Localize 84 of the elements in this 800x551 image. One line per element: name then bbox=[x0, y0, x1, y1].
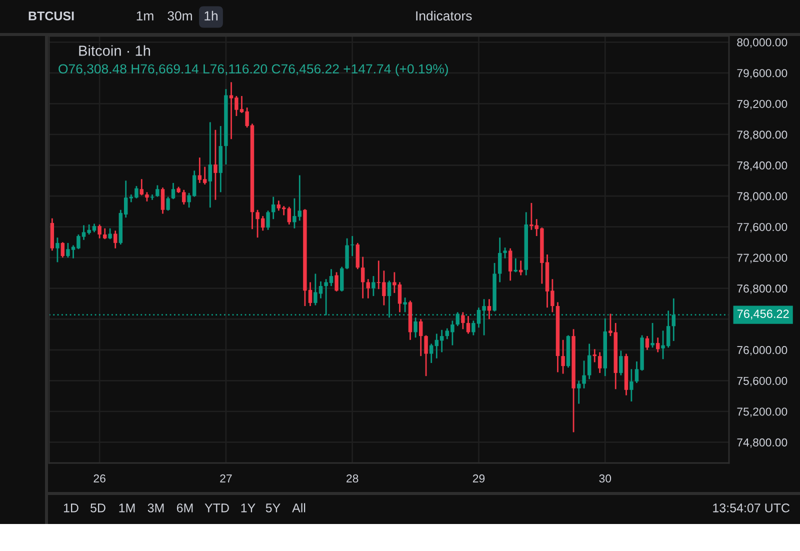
candlestick bbox=[60, 241, 65, 258]
candlestick bbox=[598, 352, 602, 374]
candlestick bbox=[182, 189, 186, 206]
x-tick-label: 28 bbox=[346, 474, 358, 483]
candlestick bbox=[356, 242, 360, 270]
text: 3M bbox=[148, 504, 164, 512]
candlestick bbox=[514, 258, 518, 273]
candlestick bbox=[587, 343, 592, 380]
candlestick bbox=[166, 196, 170, 212]
candlestick bbox=[140, 178, 144, 196]
text: All bbox=[292, 503, 306, 512]
candlestick bbox=[360, 256, 365, 300]
candlestick bbox=[414, 316, 418, 338]
text: 1m bbox=[136, 11, 154, 20]
candlestick bbox=[271, 196, 276, 220]
candlestick bbox=[160, 186, 165, 214]
y-tick-label: 76,800.00 bbox=[737, 284, 788, 294]
text: 1D bbox=[64, 504, 78, 512]
y-tick-label: 78,400.00 bbox=[737, 161, 788, 171]
text: O76,308.48 H76,669.14 L76,116.20 C76,456.22 +147.74 (+0.19%) bbox=[58, 64, 448, 76]
text: YTD bbox=[204, 504, 229, 512]
candlestick bbox=[576, 380, 581, 404]
candlestick bbox=[582, 360, 586, 390]
y-tick-label: 74,800.00 bbox=[737, 438, 788, 448]
candlestick bbox=[466, 315, 470, 334]
y-tick-label: 78,800.00 bbox=[737, 130, 788, 140]
y-tick-label: 77,600.00 bbox=[737, 222, 788, 232]
candlestick bbox=[214, 129, 218, 201]
candlestick bbox=[366, 278, 370, 300]
candlestick bbox=[487, 298, 492, 320]
candlestick bbox=[56, 236, 60, 263]
text: 5D bbox=[90, 504, 106, 512]
x-tick-label: 27 bbox=[220, 474, 232, 482]
candlestick bbox=[208, 121, 212, 208]
candlestick bbox=[650, 322, 654, 348]
y-tick-label: 79,600.00 bbox=[737, 69, 788, 79]
candlestick bbox=[113, 230, 118, 250]
candlestick bbox=[334, 272, 338, 292]
candlestick bbox=[656, 336, 660, 353]
candlestick bbox=[350, 235, 354, 257]
candlestick bbox=[461, 312, 465, 330]
candlestick bbox=[108, 228, 112, 240]
candlestick bbox=[508, 248, 512, 282]
text: 6M bbox=[176, 504, 193, 512]
x-tick-label: 29 bbox=[472, 474, 485, 483]
candlestick bbox=[561, 339, 565, 374]
candlestick bbox=[592, 348, 597, 363]
y-tick-label: 76,000.00 bbox=[737, 346, 788, 356]
text: 13:54:07 UTC bbox=[713, 504, 790, 512]
text: 1Y bbox=[241, 504, 256, 512]
candlestick bbox=[145, 191, 149, 202]
text: 1h bbox=[204, 10, 218, 20]
ref-line-label: 76,456.22 bbox=[737, 310, 789, 320]
candlestick bbox=[345, 238, 349, 270]
text: Indicators bbox=[416, 10, 472, 21]
candlestick bbox=[619, 350, 623, 376]
y-tick-label: 75,600.00 bbox=[737, 376, 788, 386]
text: 1M bbox=[119, 504, 135, 512]
text: 30m bbox=[168, 11, 192, 21]
candlestick bbox=[103, 228, 107, 240]
candlestick bbox=[287, 206, 292, 226]
chart-title: Bitcoin · 1h bbox=[79, 45, 150, 56]
text: BTCUSI bbox=[28, 12, 74, 20]
candlestick bbox=[630, 368, 634, 402]
y-tick-label: 75,200.00 bbox=[737, 408, 788, 418]
candlestick bbox=[171, 182, 176, 200]
y-tick-label: 78,000.00 bbox=[737, 192, 788, 202]
candlestick bbox=[340, 266, 344, 292]
candlestick bbox=[418, 318, 423, 357]
candlestick bbox=[156, 184, 160, 198]
candlestick bbox=[403, 296, 407, 313]
candlestick bbox=[372, 275, 376, 297]
candlestick bbox=[645, 335, 650, 351]
y-tick-label: 79,200.00 bbox=[737, 100, 788, 110]
candlestick bbox=[503, 246, 507, 260]
candlestick bbox=[424, 334, 428, 377]
candlestick bbox=[498, 236, 502, 283]
y-tick-label: 80,000.00 bbox=[737, 38, 788, 48]
text: 5Y bbox=[266, 504, 280, 512]
candlestick bbox=[98, 224, 102, 240]
y-tick-label: 77,200.00 bbox=[737, 254, 788, 264]
x-tick-label: 30 bbox=[599, 474, 612, 483]
candlestick bbox=[266, 210, 270, 231]
x-tick-label: 26 bbox=[94, 474, 106, 483]
